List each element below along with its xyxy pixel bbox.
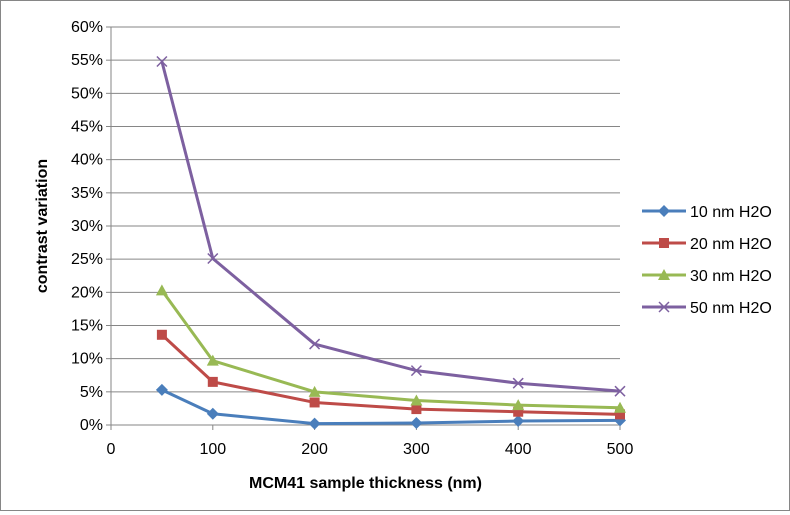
y-tick-label: 35% [71,185,103,202]
data-point-diamond [308,417,321,430]
y-tick-label: 0% [80,417,103,434]
y-tick-label: 60% [71,19,103,36]
y-tick-label: 50% [71,85,103,102]
x-tick-label: 200 [301,441,328,458]
data-point-square [411,404,422,415]
data-point-square [156,329,167,340]
x-marker-stroke [156,55,168,68]
data-point-x [512,377,524,389]
legend-item: 50 nm H2O [642,300,772,317]
y-tick-label: 30% [71,218,103,235]
legend-item: 10 nm H2O [642,204,772,221]
y-tick-label: 10% [71,351,103,368]
data-point-triangle [308,385,321,397]
y-tick-label: 45% [71,119,103,136]
x-tick-label: 400 [505,441,532,458]
y-tick-label: 15% [71,318,103,335]
gridlines [111,26,620,393]
data-point-diamond [658,205,670,217]
data-point-square [513,406,524,417]
data-point-triangle [155,284,168,296]
data-point-square [659,238,669,248]
x-tick-label: 0 [107,441,116,458]
x-tick-label: 500 [607,441,634,458]
data-point-diamond [512,415,525,428]
series-4 [156,55,626,397]
x-axis-title: MCM41 sample thickness (nm) [249,475,482,492]
data-point-x [156,55,168,68]
data-point-triangle [614,401,626,413]
series-2 [156,329,625,420]
x-marker-stroke [614,385,626,397]
data-point-triangle [410,394,423,406]
data-point-triangle [658,269,670,280]
y-tick-label: 20% [71,284,103,301]
data-point-diamond [410,417,423,430]
data-point-x [614,385,626,397]
y-tick-label: 40% [71,152,103,169]
x-tick-label: 300 [403,441,430,458]
data-point-x [658,301,670,313]
y-axis-ticks: 0% 5% 10% 15% 20% 25% 30% 35% 40% 45% 50% 55% 60% [71,19,111,434]
legend-item: 20 nm H2O [642,236,772,253]
data-point-diamond [206,407,219,420]
x-marker-stroke [309,338,321,350]
x-axis-ticks: 0 100 200 300 400 500 [107,425,634,458]
legend: 10 nm H2O 20 nm H2O 30 nm H2O 50 nm H2O [642,204,772,317]
series-1 [155,383,626,430]
data-point-x [410,365,422,377]
series-line [161,388,621,426]
x-marker-stroke [512,377,524,389]
legend-label: 20 nm H2O [690,236,772,253]
series-group [155,55,626,430]
series-line [160,289,621,410]
data-point-square [615,409,625,420]
data-point-x [309,338,321,350]
y-tick-label: 55% [71,52,103,69]
data-point-square [309,397,320,408]
series-3 [155,284,626,413]
y-axis-title: contrast variation [34,159,51,293]
data-point-triangle [206,354,219,366]
series-line [160,333,621,416]
data-point-x [207,252,219,265]
data-point-diamond [155,383,168,396]
x-marker-stroke [207,252,219,265]
legend-item: 30 nm H2O [642,268,772,285]
x-tick-label: 100 [199,441,226,458]
legend-label: 10 nm H2O [690,204,772,221]
y-tick-label: 25% [71,251,103,268]
x-marker-stroke [658,301,670,313]
x-marker-stroke [410,365,422,377]
data-point-square [207,376,218,387]
legend-label: 30 nm H2O [690,268,772,285]
y-tick-label: 5% [80,384,103,401]
series-line [160,61,621,393]
data-point-triangle [512,399,525,411]
legend-label: 50 nm H2O [690,300,772,317]
